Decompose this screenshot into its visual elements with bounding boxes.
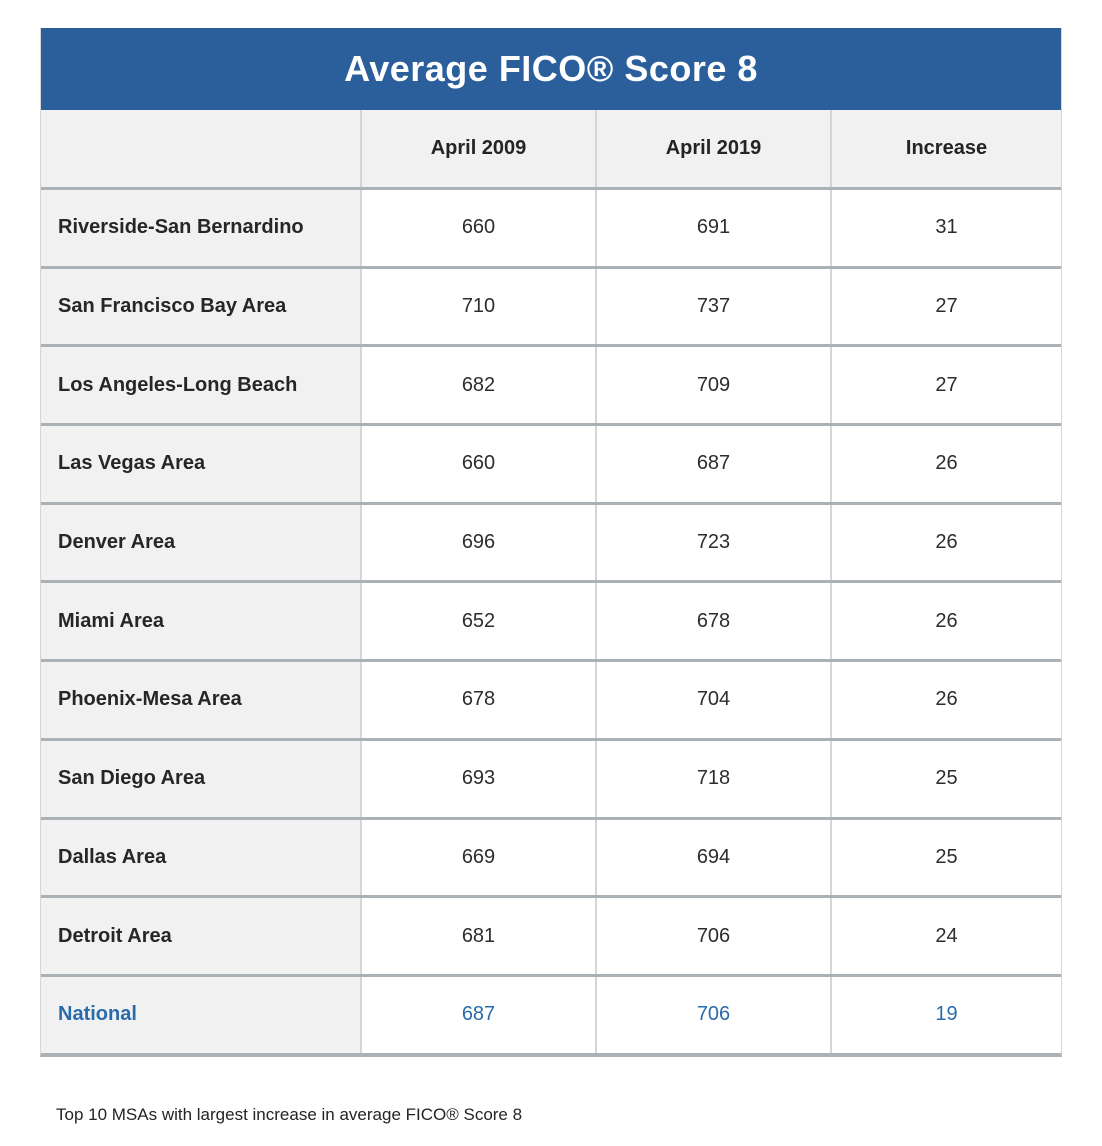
table-row: Riverside-San Bernardino 660 691 31 (41, 187, 1061, 266)
table-row: Miami Area 652 678 26 (41, 580, 1061, 660)
row-label: Phoenix-Mesa Area (41, 662, 360, 738)
cell-april-2019: 704 (595, 662, 830, 738)
cell-april-2019: 723 (595, 504, 830, 581)
cell-april-2019: 718 (595, 740, 830, 817)
table-row: San Francisco Bay Area 710 737 27 (41, 265, 1061, 345)
cell-april-2009: 660 (360, 426, 595, 502)
column-header-empty (41, 110, 360, 187)
table-row: San Diego Area 693 718 25 (41, 737, 1061, 817)
column-header-april-2009: April 2009 (360, 110, 595, 187)
cell-increase: 27 (830, 268, 1061, 345)
table-caption: Top 10 MSAs with largest increase in ave… (56, 1105, 523, 1124)
cell-increase: 26 (830, 426, 1061, 502)
cell-increase: 31 (830, 190, 1061, 266)
fico-score-table: Average FICO® Score 8 April 2009 April 2… (40, 28, 1062, 1057)
cell-increase: 25 (830, 740, 1061, 817)
cell-increase: 24 (830, 898, 1061, 974)
table-row: Denver Area 696 723 26 (41, 501, 1061, 581)
cell-april-2009: 669 (360, 819, 595, 896)
cell-april-2009: 660 (360, 190, 595, 266)
column-header-increase: Increase (830, 110, 1061, 187)
table-title: Average FICO® Score 8 (344, 48, 758, 89)
row-label: Riverside-San Bernardino (41, 190, 360, 266)
column-header-row: April 2009 April 2019 Increase (41, 110, 1061, 187)
cell-april-2009: 710 (360, 268, 595, 345)
cell-april-2009: 678 (360, 662, 595, 738)
cell-april-2009: 687 (360, 976, 595, 1053)
table-row: Los Angeles-Long Beach 682 709 27 (41, 344, 1061, 424)
cell-increase: 25 (830, 819, 1061, 896)
row-label: Las Vegas Area (41, 426, 360, 502)
row-label: Dallas Area (41, 819, 360, 896)
cell-april-2009: 652 (360, 583, 595, 660)
cell-april-2019: 694 (595, 819, 830, 896)
cell-increase: 19 (830, 976, 1061, 1053)
table-title-bar: Average FICO® Score 8 (41, 28, 1061, 110)
cell-april-2019: 687 (595, 426, 830, 502)
row-label: Miami Area (41, 583, 360, 660)
row-label: San Francisco Bay Area (41, 268, 360, 345)
cell-april-2009: 681 (360, 898, 595, 974)
cell-april-2009: 693 (360, 740, 595, 817)
cell-april-2019: 706 (595, 976, 830, 1053)
row-label: National (41, 976, 360, 1053)
cell-increase: 26 (830, 583, 1061, 660)
row-label: Los Angeles-Long Beach (41, 347, 360, 424)
table-row: Phoenix-Mesa Area 678 704 26 (41, 659, 1061, 738)
table-row: Detroit Area 681 706 24 (41, 895, 1061, 974)
row-label: Detroit Area (41, 898, 360, 974)
cell-april-2019: 709 (595, 347, 830, 424)
cell-increase: 26 (830, 504, 1061, 581)
cell-april-2009: 682 (360, 347, 595, 424)
cell-april-2019: 737 (595, 268, 830, 345)
table-body: Riverside-San Bernardino 660 691 31 San … (41, 187, 1061, 1053)
cell-increase: 27 (830, 347, 1061, 424)
cell-april-2019: 678 (595, 583, 830, 660)
cell-increase: 26 (830, 662, 1061, 738)
cell-april-2009: 696 (360, 504, 595, 581)
table-row: Dallas Area 669 694 25 (41, 816, 1061, 896)
cell-april-2019: 706 (595, 898, 830, 974)
table-row: National 687 706 19 (41, 973, 1061, 1053)
cell-april-2019: 691 (595, 190, 830, 266)
row-label: Denver Area (41, 504, 360, 581)
column-header-april-2019: April 2019 (595, 110, 830, 187)
row-label: San Diego Area (41, 740, 360, 817)
table-row: Las Vegas Area 660 687 26 (41, 423, 1061, 502)
